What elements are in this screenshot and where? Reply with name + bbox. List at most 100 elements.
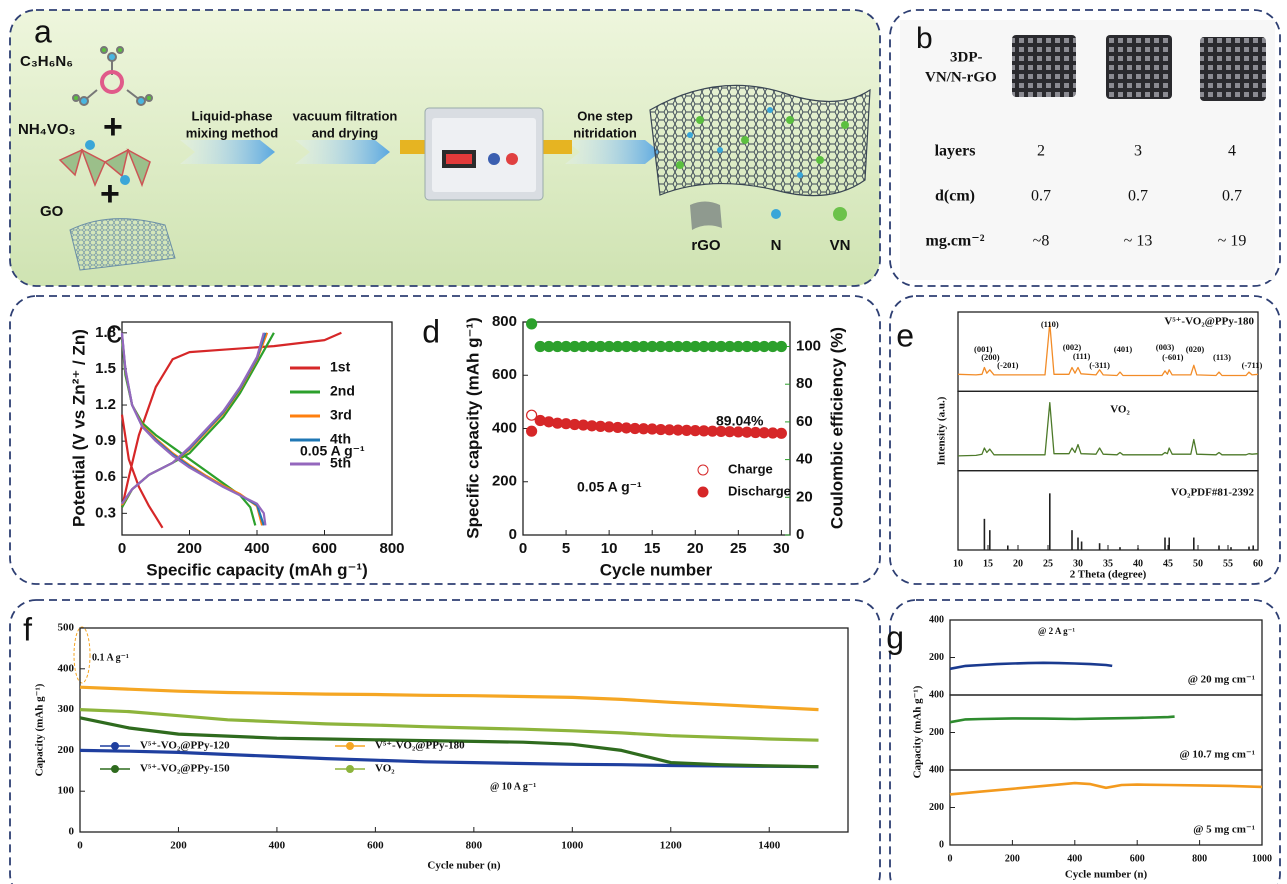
y-tick-label: 0.3 [95, 504, 116, 521]
x-tick-label: 400 [1067, 853, 1082, 864]
x-tick-label: 800 [466, 840, 483, 852]
x-tick-label: 45 [1163, 558, 1173, 569]
table-title: 3DP- [950, 49, 983, 65]
x-tick-label: 400 [269, 840, 286, 852]
x-tick-label: 5 [562, 540, 570, 557]
panel-letter: f [23, 611, 32, 647]
y-axis-label: Intensity (a.u.) [936, 396, 948, 465]
legend-marker [111, 765, 119, 773]
formula: C₃H₆N₆ [20, 53, 73, 70]
legend-marker [111, 742, 119, 750]
y-axis-label: Potential (V vs Zn²⁺ / Zn) [69, 329, 88, 527]
x-tick-label: 40 [1133, 558, 1143, 569]
plus-sign: + [103, 108, 123, 146]
x-tick-label: 0 [519, 540, 527, 557]
go-sheet [69, 218, 176, 271]
rgo-icon [690, 201, 722, 230]
legend-label: V⁵⁺-VO₂@PPy-180 [375, 740, 465, 752]
y-tick-label: 200 [492, 473, 517, 490]
step-label: One step [577, 108, 633, 123]
x-axis-label: 2 Theta (degree) [1070, 569, 1147, 581]
peak-label: (401) [1114, 344, 1133, 354]
x-tick-label: 1400 [758, 840, 781, 852]
x-tick-label: 15 [983, 558, 993, 569]
series-label: @ 20 mg cm⁻¹ [1188, 674, 1255, 686]
legend-label: VN [830, 237, 851, 254]
x-tick-label: 200 [170, 840, 187, 852]
y2-tick-label: 100 [796, 337, 821, 354]
y-tick-label: 0 [69, 826, 75, 838]
x-tick-label: 800 [1192, 853, 1207, 864]
x-tick-label: 600 [312, 540, 337, 557]
y-tick-label: 200 [58, 744, 75, 756]
y2-axis-label: Coulombic efficiency (%) [827, 327, 846, 529]
series-label: @ 10.7 mg cm⁻¹ [1179, 749, 1255, 761]
plus-sign: + [100, 175, 120, 213]
process-arrows [180, 140, 660, 164]
sample-photo [1106, 35, 1172, 99]
x-tick-label: 0 [118, 540, 126, 557]
legend-label: VO₂ [375, 763, 395, 775]
table-title: VN/N-rGO [925, 69, 997, 85]
legend-label: rGO [691, 237, 721, 254]
data-point [526, 409, 538, 421]
sample-photo [1200, 37, 1266, 101]
series-label: @ 5 mg cm⁻¹ [1193, 824, 1255, 836]
y-axis-label: Capacity (mAh g⁻¹) [912, 685, 924, 778]
sample-photo [1012, 35, 1076, 97]
peak-label: (111) [1073, 351, 1091, 361]
go-label: GO [40, 203, 64, 220]
series-line [120, 332, 267, 526]
peak-label: (-311) [1089, 360, 1110, 370]
legend-label: 3rd [330, 407, 352, 423]
schematic: a C₃H₆N₆ NH₄VO₃ + GO + Liquid-phase mixi… [18, 13, 871, 271]
x-tick-label: 30 [773, 540, 790, 557]
x-tick-label: 0 [77, 840, 83, 852]
x-axis-label: Cycle number (n) [1065, 869, 1148, 881]
panel-letter: b [916, 22, 933, 55]
peak-label: (200) [981, 352, 1000, 362]
cell: ~ 13 [1124, 233, 1153, 250]
data-point [775, 427, 787, 439]
panel-letter: c [106, 313, 122, 349]
annotation: 0.05 A g⁻¹ [300, 443, 365, 459]
legend-label: 5th [330, 455, 351, 471]
formula: NH₄VO₃ [18, 121, 75, 138]
x-tick-label: 600 [1130, 853, 1145, 864]
y-tick-label: 100 [58, 785, 75, 797]
legend-marker [697, 486, 709, 498]
y2-tick-label: 20 [796, 488, 813, 505]
y-tick-label: 0 [509, 526, 517, 543]
x-axis-label: Specific capacity (mAh g⁻¹) [146, 560, 368, 579]
legend-marker [346, 742, 354, 750]
data-point [775, 340, 787, 353]
series-line [949, 781, 1263, 796]
y-tick-label: 0 [939, 839, 944, 850]
legend-label: Charge [728, 461, 773, 476]
y-tick-label: 0.9 [95, 432, 116, 449]
series-line [79, 748, 819, 769]
legend-label: V⁵⁺-VO₂@PPy-120 [140, 740, 230, 752]
x-tick-label: 35 [1103, 558, 1113, 569]
table: b 3DP- VN/N-rGO layers 2 3 4 d(cm) 0.7 0… [900, 20, 1275, 280]
x-axis-label: Cycle number [600, 560, 713, 579]
series-line [957, 402, 1259, 457]
series-line [79, 708, 819, 742]
x-tick-label: 25 [730, 540, 747, 557]
furnace [400, 107, 572, 201]
data-point [526, 425, 538, 437]
x-tick-label: 800 [379, 540, 404, 557]
n-icon [771, 209, 781, 219]
y-tick-label: 200 [929, 727, 944, 738]
cell: 0.7 [1128, 188, 1148, 205]
panel-letter: d [422, 313, 440, 349]
y-tick-label: 400 [492, 419, 517, 436]
annotation: 0.1 A g⁻¹ [92, 652, 129, 663]
legend-marker [346, 765, 354, 773]
x-tick-label: 400 [244, 540, 269, 557]
x-tick-label: 50 [1193, 558, 1203, 569]
legend-label: Discharge [728, 483, 791, 498]
peak-label: (-601) [1162, 352, 1183, 362]
step-label: nitridation [573, 125, 637, 140]
x-tick-label: 10 [953, 558, 963, 569]
